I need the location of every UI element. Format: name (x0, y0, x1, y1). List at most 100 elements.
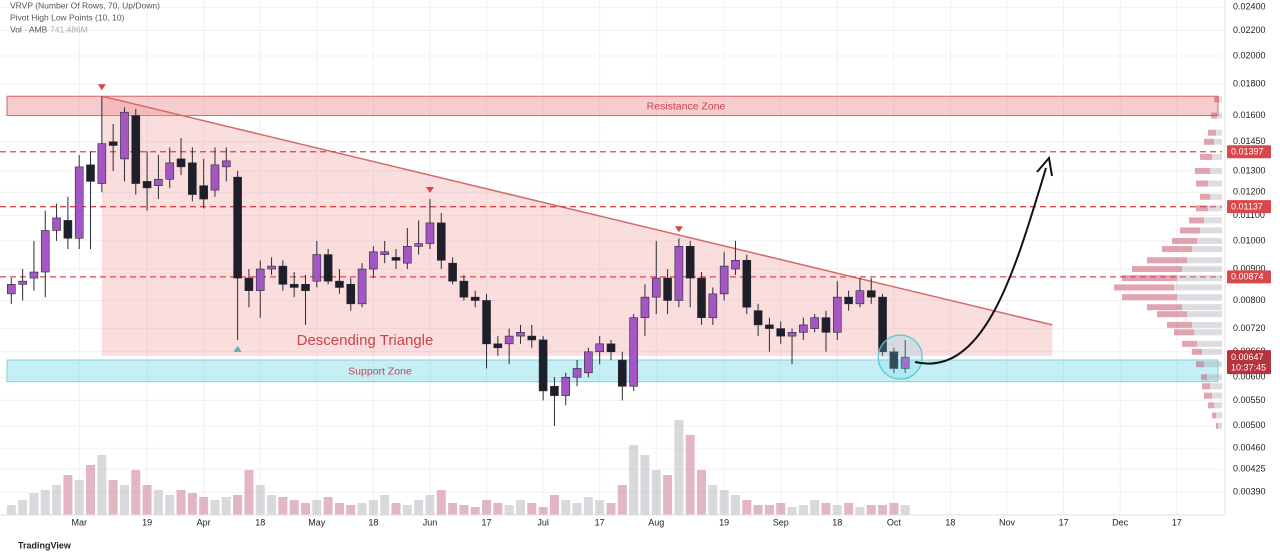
volume-bar (323, 497, 333, 515)
volume-bar (798, 505, 808, 515)
profile-up (1202, 348, 1222, 355)
highlight-circle (877, 334, 923, 380)
candle-body (550, 385, 559, 396)
projection-arrow (914, 167, 1047, 365)
candle-body (866, 290, 876, 298)
profile-up (1214, 402, 1222, 409)
candle-body (255, 268, 265, 291)
volume-bar (312, 500, 322, 515)
x-tick-label: 17 (1059, 517, 1069, 527)
candle-body (301, 283, 310, 291)
x-tick-label: 18 (368, 517, 378, 527)
trend-line (101, 95, 1053, 326)
y-tick-label: 0.00460 (1233, 442, 1266, 452)
volume-bar (402, 505, 412, 515)
volume-bar (199, 497, 209, 515)
x-tick-label: 19 (719, 517, 729, 527)
x-tick-label: 18 (832, 517, 842, 527)
profile-up (1212, 153, 1222, 160)
pivot-low (233, 345, 242, 352)
candle-body (538, 339, 548, 392)
candle-body (199, 185, 208, 200)
candle-body (697, 277, 706, 318)
candle-body (482, 300, 491, 345)
volume-bar (74, 480, 84, 515)
volume-bar (572, 503, 582, 515)
volume-bar (617, 485, 627, 515)
volume-bar (742, 500, 752, 515)
candle-body (821, 317, 831, 333)
volume-bar (549, 495, 559, 515)
x-tick-label: Aug (648, 517, 664, 527)
profile-up (1216, 412, 1222, 419)
volume-bar (210, 500, 220, 515)
profile-up (1177, 294, 1222, 301)
candle-body (651, 277, 661, 298)
candle-body (799, 324, 808, 333)
profile-down (1114, 284, 1174, 291)
y-tick-label: 0.02000 (1233, 50, 1266, 60)
candle-body (448, 262, 457, 282)
x-tick-label: Jun (423, 517, 438, 527)
volume-bar (244, 470, 254, 515)
profile-down (1214, 96, 1219, 103)
profile-down (1196, 180, 1208, 187)
candle-body (244, 277, 254, 291)
profile-down (1196, 361, 1204, 368)
x-tick-label: Sep (773, 517, 789, 527)
volume-bar (776, 503, 786, 515)
profile-up (1197, 237, 1222, 244)
profile-down (1204, 138, 1214, 145)
profile-down (1204, 392, 1212, 399)
volume-bar (391, 503, 401, 515)
profile-down (1157, 311, 1187, 318)
x-tick-label: May (308, 517, 326, 527)
price-tag (1227, 350, 1271, 375)
candle-body (855, 290, 865, 305)
pivot-high (97, 84, 106, 91)
candle-body (572, 368, 582, 378)
pivot-high (425, 187, 434, 194)
volume-bar (663, 475, 673, 515)
volume-bar (900, 504, 910, 515)
zone-label: Resistance Zone (647, 101, 726, 113)
volume-bar (6, 505, 16, 515)
x-tick-label: 17 (595, 517, 605, 527)
candle-body (470, 296, 480, 301)
volume-bar (708, 485, 718, 515)
profile-down (1147, 304, 1182, 311)
profile-up (1182, 266, 1222, 273)
profile-down (1172, 237, 1197, 244)
candle-body (595, 343, 604, 353)
indicator-label: VRVP (Number Of Rows, 70, Up/Down) (10, 0, 160, 10)
profile-up (1194, 329, 1222, 336)
profile-down (1147, 257, 1187, 264)
profile-up (1217, 112, 1222, 119)
volume-bar (844, 503, 854, 515)
profile-down (1122, 275, 1177, 282)
candle-body (844, 296, 853, 305)
candle-body (7, 283, 16, 295)
volume-bar (97, 455, 107, 515)
candle-body (29, 271, 39, 279)
candle-body (154, 178, 163, 186)
countdown: 10:37:45 (1231, 362, 1266, 372)
candle-body (278, 265, 288, 285)
candle-body (369, 251, 378, 270)
candle-body (391, 257, 401, 261)
profile-up (1212, 392, 1222, 399)
candle-body (323, 254, 333, 282)
pivot-high (674, 226, 683, 233)
volume-bar (368, 500, 378, 515)
candle-body (753, 310, 763, 326)
volume-bar (119, 485, 129, 515)
profile-down (1212, 412, 1216, 419)
candle-body (40, 230, 50, 273)
candle-body (436, 222, 446, 261)
candle-body (504, 335, 514, 345)
volume-bar (425, 495, 435, 515)
profile-up (1208, 205, 1222, 212)
level-tag-label: 0.01397 (1231, 147, 1264, 157)
candle-body (787, 332, 797, 337)
